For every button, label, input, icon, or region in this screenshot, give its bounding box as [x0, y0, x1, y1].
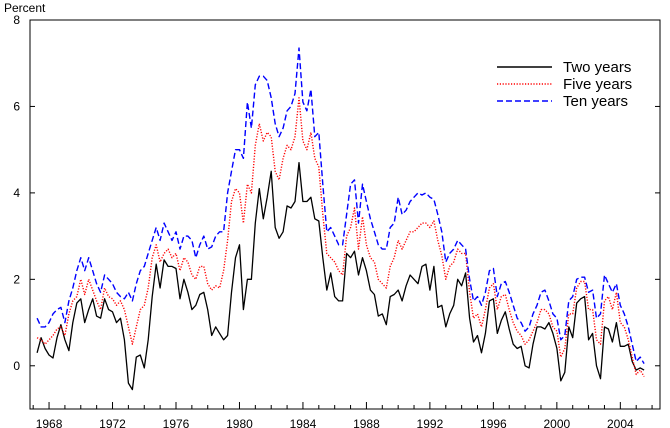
legend-label-1: Five years — [563, 76, 632, 93]
x-tick-label-8: 2000 — [543, 417, 570, 428]
x-tick-label-5: 1988 — [353, 417, 380, 428]
series-line-2 — [36, 47, 645, 364]
x-axis: 1968 1972 1976 1980 1984 1988 1992 1996 2000 2004 — [32, 402, 653, 428]
y-unit-label: Percent — [4, 1, 46, 15]
x-tick-label-0: 1968 — [36, 417, 63, 428]
legend-label-0: Two years — [563, 59, 631, 76]
x-tick-label-4: 1984 — [290, 417, 317, 428]
x-tick-label-2: 1976 — [163, 417, 190, 428]
y-tick-label-2: 4 — [13, 186, 20, 200]
y-tick-label-1: 2 — [13, 272, 20, 286]
x-tick-label-1: 1972 — [99, 417, 126, 428]
y-axis: 0 2 4 6 8 — [13, 13, 660, 373]
legend-label-2: Ten years — [563, 93, 628, 110]
x-tick-label-9: 2004 — [607, 417, 634, 428]
series-layer — [36, 47, 645, 391]
x-tick-label-7: 1996 — [480, 417, 507, 428]
y-tick-label-0: 0 — [13, 359, 20, 373]
x-tick-label-3: 1980 — [226, 417, 253, 428]
y-tick-label-3: 6 — [13, 99, 20, 113]
plot-frame — [29, 19, 661, 410]
x-tick-label-6: 1992 — [417, 417, 444, 428]
y-tick-label-4: 8 — [13, 13, 20, 27]
series-line-0 — [36, 161, 645, 391]
